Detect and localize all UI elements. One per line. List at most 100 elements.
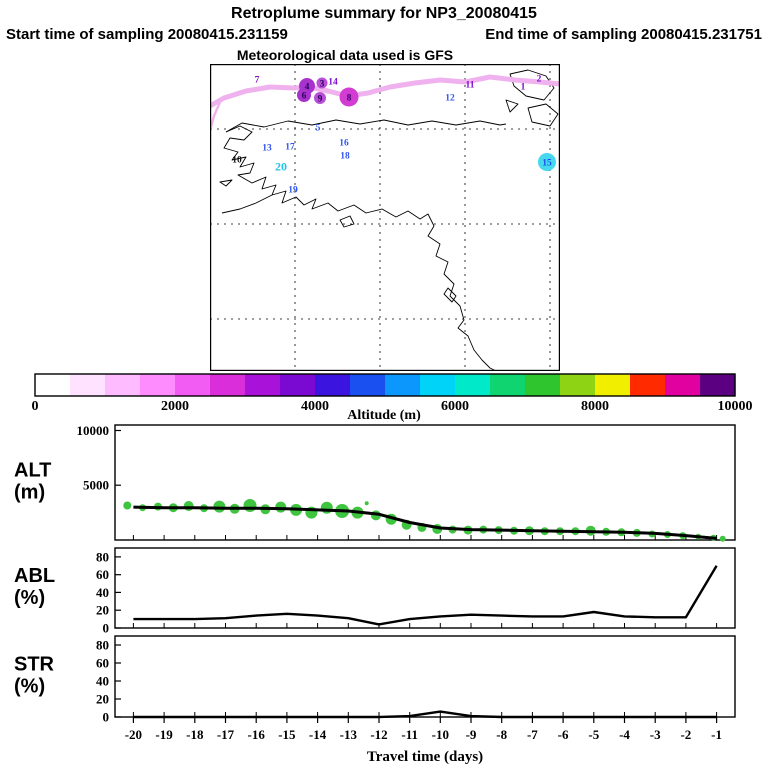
colorbar-tick-label: 0 xyxy=(32,399,39,414)
x-axis-label: Travel time (days) xyxy=(367,749,483,765)
ytick-label: 40 xyxy=(96,674,109,689)
str-line xyxy=(133,710,717,719)
ytick-label: 0 xyxy=(103,710,110,725)
colorbar-segment xyxy=(315,374,351,396)
colorbar-segment xyxy=(175,374,211,396)
trajectory-day-label: 13 xyxy=(262,143,272,153)
trajectory-day-circle xyxy=(314,92,326,104)
xtick-label: -1 xyxy=(711,727,722,742)
map-gridlines xyxy=(210,64,560,371)
colorbar-segment xyxy=(525,374,561,396)
ytick-label: 20 xyxy=(96,692,109,707)
colorbar-tick-label: 8000 xyxy=(581,399,609,414)
plume-path xyxy=(210,74,560,109)
xtick-label: -6 xyxy=(558,727,569,742)
ytick-label: 10000 xyxy=(77,423,110,438)
colorbar-segment xyxy=(665,374,701,396)
particle-dot xyxy=(243,499,257,512)
colorbar-segment xyxy=(385,374,421,396)
xtick-label: -7 xyxy=(527,727,538,742)
colorbar-segment xyxy=(455,374,491,396)
trajectory-day-label: 3 xyxy=(320,79,325,89)
xtick-label: -13 xyxy=(340,727,358,742)
particle-dot xyxy=(123,501,132,510)
colorbar-segment xyxy=(700,374,736,396)
trajectory-day-label: 9 xyxy=(318,94,323,104)
trajectory-day-circle xyxy=(339,87,359,107)
xtick-label: -3 xyxy=(650,727,661,742)
alt-line xyxy=(133,505,717,540)
panel-label-abl-unit: (%) xyxy=(14,587,45,609)
trajectory-day-label: 2 xyxy=(537,74,542,84)
xtick-label: -16 xyxy=(248,727,266,742)
trajectory-day-label: 7 xyxy=(255,75,260,85)
panel-box-abl xyxy=(114,547,736,629)
xtick-label: -10 xyxy=(432,727,449,742)
trajectory-day-label: 14 xyxy=(328,77,338,87)
xtick-label: -20 xyxy=(125,727,142,742)
time-series-panels: 500010000ALT(m)020406080ABL(%)020406080S… xyxy=(14,423,736,765)
plume-branch-path xyxy=(210,100,222,132)
trajectory-day-label: 8 xyxy=(347,93,352,103)
colorbar-segment xyxy=(280,374,316,396)
panel-label-alt-unit: (m) xyxy=(14,482,45,504)
particle-dot xyxy=(183,501,194,511)
end-time-label: End time of sampling 20080415.231751 xyxy=(485,26,762,43)
ytick-label: 40 xyxy=(96,585,109,600)
colorbar-segment xyxy=(420,374,456,396)
xtick-label: -2 xyxy=(680,727,691,742)
xtick-label: -19 xyxy=(155,727,173,742)
colorbar-segment xyxy=(245,374,281,396)
trajectory-day-label: 20 xyxy=(275,159,287,173)
colorbar-segment xyxy=(490,374,526,396)
colorbar-segment xyxy=(210,374,246,396)
particle-dot xyxy=(275,501,287,513)
panel-label-str-unit: (%) xyxy=(14,676,45,698)
panel-label-abl: ABL xyxy=(14,565,55,587)
trajectory-day-label: 16 xyxy=(339,138,349,148)
xtick-label: -11 xyxy=(401,727,418,742)
panel-label-alt: ALT xyxy=(14,460,51,482)
altitude-colorbar: 0 2000 4000 6000 8000 10000 xyxy=(32,373,753,414)
colorbar-segment xyxy=(560,374,596,396)
trajectory-day-label: 18 xyxy=(340,151,350,161)
trajectory-day-label: 1 xyxy=(521,82,526,92)
xtick-label: -5 xyxy=(588,727,599,742)
ytick-label: 5000 xyxy=(83,478,109,493)
xtick-label: -17 xyxy=(217,727,235,742)
coastline xyxy=(219,69,559,371)
xtick-label: -12 xyxy=(370,727,387,742)
trajectory-day-label: 6 xyxy=(302,91,307,101)
colorbar-title: Altitude (m) xyxy=(347,408,421,423)
xtick-label: -4 xyxy=(619,727,630,742)
particle-dot xyxy=(320,501,333,514)
colorbar-segment xyxy=(630,374,666,396)
trajectory-day-label: 5 xyxy=(316,123,321,133)
colorbar-segment xyxy=(70,374,106,396)
particle-dot xyxy=(364,501,369,506)
ytick-label: 80 xyxy=(96,638,109,653)
colorbar-segment xyxy=(595,374,631,396)
trajectory-day-label: 17 xyxy=(285,142,295,152)
start-time-label: Start time of sampling 20080415.231159 xyxy=(6,26,288,43)
colorbar-segment xyxy=(350,374,386,396)
particle-dot xyxy=(719,535,726,542)
xtick-label: -9 xyxy=(466,727,477,742)
colorbar-tick-label: 2000 xyxy=(161,399,189,414)
colorbar-segment xyxy=(35,374,71,396)
ytick-label: 20 xyxy=(96,603,109,618)
map-border xyxy=(210,64,560,371)
ytick-label: 80 xyxy=(96,549,109,564)
trajectory-day-circle xyxy=(297,88,311,102)
ytick-label: 60 xyxy=(96,656,109,671)
trajectory-day-label: 12 xyxy=(445,93,455,103)
trajectory-day-label: 10 xyxy=(232,155,242,165)
xtick-label: -8 xyxy=(496,727,507,742)
trajectory-day-label: 11 xyxy=(466,80,475,90)
abl-line xyxy=(133,565,718,626)
colorbar-tick-label: 10000 xyxy=(718,399,753,414)
trajectory-day-circle xyxy=(538,153,556,171)
ytick-label: 0 xyxy=(103,621,110,636)
